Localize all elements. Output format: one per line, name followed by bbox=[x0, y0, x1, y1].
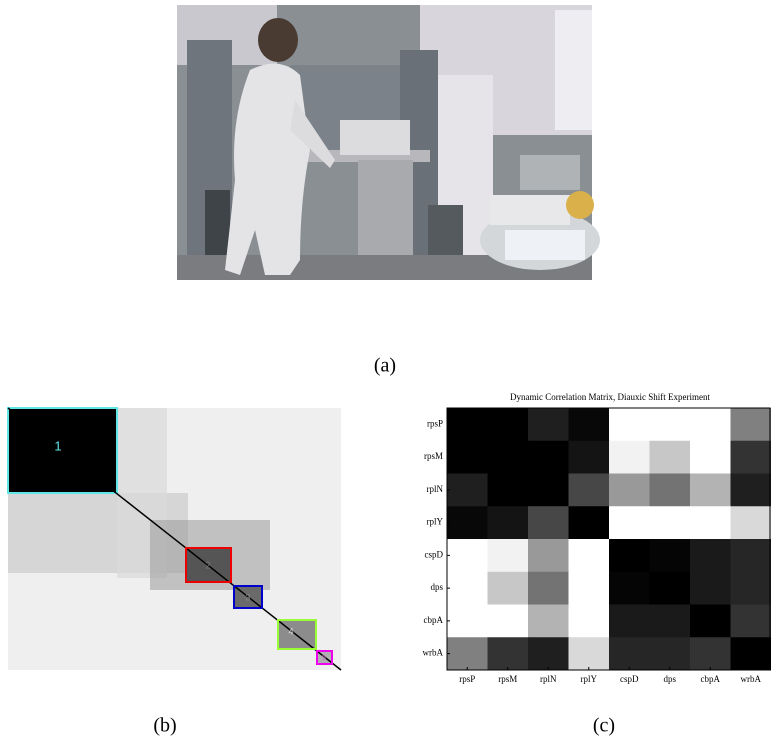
heatmap-cell bbox=[528, 637, 569, 670]
heatmap-cell bbox=[447, 474, 488, 507]
heatmap-cell bbox=[731, 637, 771, 670]
heatmap-cell bbox=[690, 637, 731, 670]
box-label: 3 bbox=[245, 592, 250, 602]
x-tick-label: rpsP bbox=[459, 674, 475, 684]
heatmap-cell bbox=[528, 572, 569, 605]
panel-label: (c) bbox=[593, 715, 615, 737]
panel-label: (b) bbox=[153, 715, 176, 737]
heatmap-cell bbox=[447, 605, 488, 638]
heatmap-cell bbox=[488, 637, 529, 670]
heatmap-cell bbox=[690, 605, 731, 638]
x-tick-label: dps bbox=[663, 674, 676, 684]
heatmap-cell bbox=[528, 474, 569, 507]
heatmap-cell bbox=[690, 408, 731, 441]
heatmap-cell bbox=[569, 637, 610, 670]
heatmap-cell bbox=[650, 572, 691, 605]
heatmap-cell bbox=[650, 605, 691, 638]
heatmap-cell bbox=[569, 605, 610, 638]
y-tick-label: dps bbox=[430, 582, 443, 592]
heatmap-cell bbox=[488, 506, 529, 539]
heatmap-cell bbox=[447, 506, 488, 539]
x-tick-label: rpsM bbox=[498, 674, 517, 684]
heatmap-cell bbox=[731, 408, 771, 441]
heatmap-cell bbox=[447, 572, 488, 605]
heatmap-cell bbox=[447, 408, 488, 441]
heatmap-cell bbox=[609, 572, 650, 605]
heatmap-cell bbox=[690, 441, 731, 474]
y-tick-label: cbpA bbox=[424, 615, 444, 625]
panel-label: (a) bbox=[374, 355, 396, 377]
y-tick-label: cspD bbox=[425, 549, 444, 559]
heatmap-cell bbox=[690, 572, 731, 605]
y-tick-label: rplY bbox=[427, 517, 444, 527]
heatmap-cell bbox=[488, 474, 529, 507]
heatmap-cell bbox=[731, 441, 771, 474]
heatmap-cell bbox=[569, 408, 610, 441]
heatmap-cell bbox=[528, 506, 569, 539]
y-tick-label: wrbA bbox=[423, 648, 444, 658]
photo bbox=[177, 5, 600, 280]
y-tick-label: rpsP bbox=[427, 418, 443, 428]
box-label: 2 bbox=[205, 561, 211, 572]
heatmap-cell bbox=[488, 605, 529, 638]
heatmap-cell bbox=[609, 474, 650, 507]
heatmap-cell bbox=[609, 506, 650, 539]
heatmap-cell bbox=[609, 408, 650, 441]
heatmap-cell bbox=[528, 408, 569, 441]
heatmap-cell bbox=[569, 474, 610, 507]
heatmap-cell bbox=[447, 637, 488, 670]
x-tick-label: wrbA bbox=[741, 674, 762, 684]
heatmap-cell bbox=[528, 605, 569, 638]
x-tick-label: rplY bbox=[581, 674, 598, 684]
box-label: 1 bbox=[54, 438, 61, 453]
heatmap-cell bbox=[569, 506, 610, 539]
heatmap-cell bbox=[650, 408, 691, 441]
heatmap-cell bbox=[650, 506, 691, 539]
x-tick-label: cspD bbox=[620, 674, 639, 684]
y-tick-label: rplN bbox=[427, 484, 444, 494]
heatmap-cell bbox=[488, 572, 529, 605]
heatmap-cell bbox=[731, 474, 771, 507]
heatmap-cell bbox=[650, 637, 691, 670]
similarity-matrix: 1 2 3 4 5 bbox=[8, 408, 341, 670]
heatmap-cell bbox=[609, 539, 650, 572]
heatmap: rpsP rpsM rplN rplY cspD dps cbpA wrbA rpsP rpsM r… bbox=[423, 408, 771, 684]
heatmap-cell bbox=[569, 441, 610, 474]
heatmap-cell bbox=[609, 441, 650, 474]
heatmap-cell bbox=[528, 539, 569, 572]
heatmap-cell bbox=[731, 539, 771, 572]
heatmap-cell bbox=[609, 605, 650, 638]
heatmap-cell bbox=[731, 605, 771, 638]
heatmap-cell bbox=[609, 637, 650, 670]
box-label: 4 bbox=[288, 626, 293, 636]
y-tick-label: rpsM bbox=[424, 451, 443, 461]
heatmap-cell bbox=[650, 474, 691, 507]
heatmap-cell bbox=[731, 506, 771, 539]
heatmap-cell bbox=[690, 474, 731, 507]
box-label: 5 bbox=[322, 655, 326, 662]
heatmap-cell bbox=[528, 441, 569, 474]
heatmap-cell bbox=[488, 539, 529, 572]
heatmap-cell bbox=[447, 539, 488, 572]
heatmap-cell bbox=[488, 408, 529, 441]
x-tick-label: rplN bbox=[540, 674, 557, 684]
heatmap-cell bbox=[569, 572, 610, 605]
chart-title: Dynamic Correlation Matrix, Diauxic Shif… bbox=[510, 392, 710, 402]
x-tick-label: cbpA bbox=[701, 674, 721, 684]
heatmap-cell bbox=[650, 441, 691, 474]
heatmap-cell bbox=[447, 441, 488, 474]
heatmap-cell bbox=[690, 506, 731, 539]
heatmap-cell bbox=[488, 441, 529, 474]
heatmap-cell bbox=[690, 539, 731, 572]
heatmap-cell bbox=[650, 539, 691, 572]
heatmap-cell bbox=[569, 539, 610, 572]
heatmap-cell bbox=[731, 572, 771, 605]
